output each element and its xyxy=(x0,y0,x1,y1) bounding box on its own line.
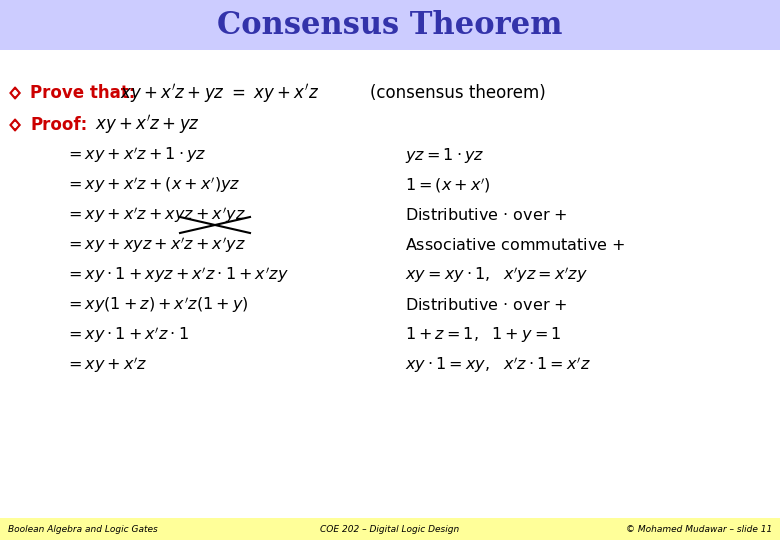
Text: Proof:: Proof: xyxy=(30,116,87,134)
Text: COE 202 – Digital Logic Design: COE 202 – Digital Logic Design xyxy=(321,524,459,534)
Text: $1 + z = 1, \ \ 1 + y = 1$: $1 + z = 1, \ \ 1 + y = 1$ xyxy=(405,326,562,345)
Text: $yz = 1 \cdot yz$: $yz = 1 \cdot yz$ xyxy=(405,145,484,165)
Bar xyxy=(0,0,780,50)
Text: $= xy + x^{\prime}z$: $= xy + x^{\prime}z$ xyxy=(65,355,147,375)
Text: $xy = xy \cdot 1, \ \ x^{\prime}yz = x^{\prime}zy$: $xy = xy \cdot 1, \ \ x^{\prime}yz = x^{… xyxy=(405,265,588,285)
Text: $= xy + xyz + x^{\prime}z + x^{\prime}yz$: $= xy + xyz + x^{\prime}z + x^{\prime}yz… xyxy=(65,235,246,255)
Text: $= xy + x^{\prime}z + 1 \cdot yz$: $= xy + x^{\prime}z + 1 \cdot yz$ xyxy=(65,145,207,165)
Text: $xy \cdot 1 = xy, \ \ x^{\prime}z \cdot 1 = x^{\prime}z$: $xy \cdot 1 = xy, \ \ x^{\prime}z \cdot … xyxy=(405,355,590,375)
Text: Distributive $\cdot$ over $+$: Distributive $\cdot$ over $+$ xyxy=(405,207,568,223)
Text: Distributive $\cdot$ over $+$: Distributive $\cdot$ over $+$ xyxy=(405,297,568,313)
Bar xyxy=(0,518,780,540)
Text: Boolean Algebra and Logic Gates: Boolean Algebra and Logic Gates xyxy=(8,524,158,534)
Text: © Mohamed Mudawar – slide 11: © Mohamed Mudawar – slide 11 xyxy=(626,524,772,534)
Text: $1 = (x + x^{\prime})$: $1 = (x + x^{\prime})$ xyxy=(405,176,491,194)
Text: $= xy \cdot 1 + xyz + x^{\prime}z \cdot 1 + x^{\prime}zy$: $= xy \cdot 1 + xyz + x^{\prime}z \cdot … xyxy=(65,265,289,285)
Polygon shape xyxy=(10,119,20,131)
Bar xyxy=(0,50,780,518)
Text: Consensus Theorem: Consensus Theorem xyxy=(218,10,562,40)
Text: $xy + x^{\prime}z + yz \ = \ xy + x^{\prime}z$: $xy + x^{\prime}z + yz \ = \ xy + x^{\pr… xyxy=(120,82,319,105)
Text: Associative commutative $+$: Associative commutative $+$ xyxy=(405,237,626,253)
Text: $= xy(1 + z) + x^{\prime}z(1 + y)$: $= xy(1 + z) + x^{\prime}z(1 + y)$ xyxy=(65,295,249,315)
Polygon shape xyxy=(10,87,20,99)
Text: Prove that:: Prove that: xyxy=(30,84,136,102)
Text: $xy + x^{\prime}z + yz$: $xy + x^{\prime}z + yz$ xyxy=(95,113,200,137)
Text: $= xy + x^{\prime}z + (x + x^{\prime})yz$: $= xy + x^{\prime}z + (x + x^{\prime})yz… xyxy=(65,175,240,195)
Polygon shape xyxy=(12,123,17,127)
Text: $= xy \cdot 1 + x^{\prime}z \cdot 1$: $= xy \cdot 1 + x^{\prime}z \cdot 1$ xyxy=(65,325,189,345)
Text: (consensus theorem): (consensus theorem) xyxy=(370,84,546,102)
Text: $= xy + x^{\prime}z + xyz + x^{\prime}yz$: $= xy + x^{\prime}z + xyz + x^{\prime}yz… xyxy=(65,205,246,225)
Polygon shape xyxy=(12,90,17,96)
